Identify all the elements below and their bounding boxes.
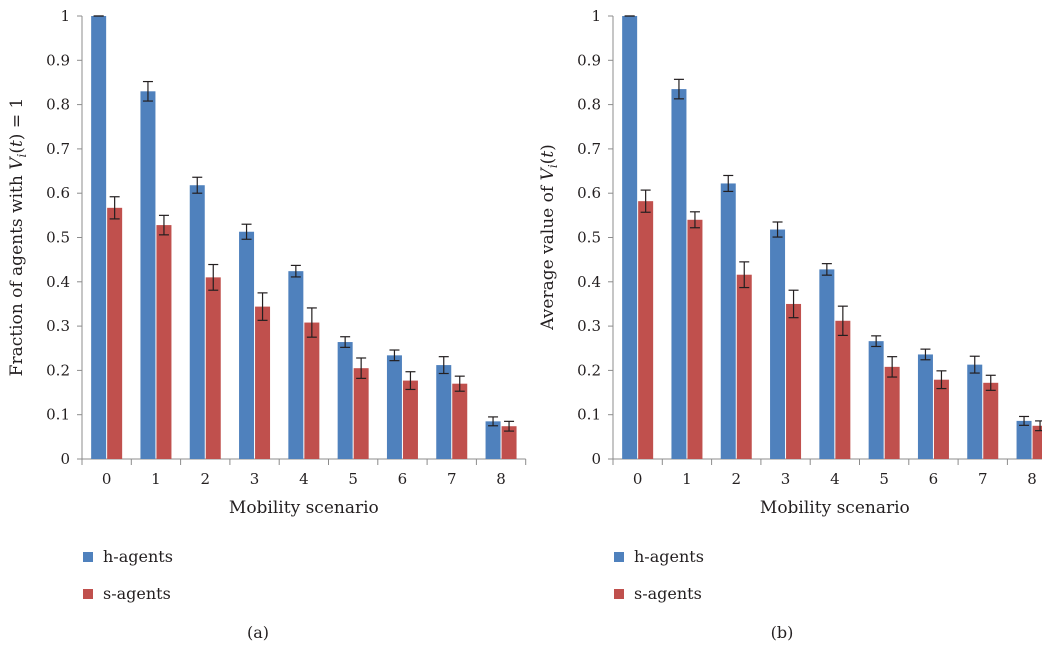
x-axis-label: Mobility scenario xyxy=(760,498,910,518)
bar-h-agents-4 xyxy=(819,269,835,459)
x-tick-label: 8 xyxy=(496,470,506,488)
bar-h-agents-5 xyxy=(337,342,353,459)
bar-h-agents-6 xyxy=(917,354,933,459)
bar-s-agents-0 xyxy=(638,201,654,459)
x-tick-label: 6 xyxy=(398,470,408,488)
bar-s-agents-2 xyxy=(205,277,221,459)
y-tick-label: 0.5 xyxy=(46,229,70,247)
x-tick-label: 1 xyxy=(151,470,161,488)
x-tick-label: 5 xyxy=(879,470,889,488)
bar-s-agents-2 xyxy=(736,274,752,459)
y-tick-label: 0.4 xyxy=(46,273,70,291)
x-tick-label: 3 xyxy=(781,470,791,488)
y-axis-label: Average value of Vi(t) xyxy=(538,144,560,331)
bar-h-agents-2 xyxy=(189,185,205,459)
bar-s-agents-1 xyxy=(156,225,172,459)
bar-h-agents-6 xyxy=(386,355,402,459)
legend-swatch-h-agents xyxy=(83,552,93,562)
y-tick-label: 0.8 xyxy=(46,96,70,114)
bar-h-agents-0 xyxy=(91,16,107,459)
x-tick-label: 0 xyxy=(633,470,643,488)
y-tick-label: 0.7 xyxy=(577,140,601,158)
bar-s-agents-4 xyxy=(835,320,851,459)
bar-h-agents-4 xyxy=(288,271,304,459)
y-tick-label: 0 xyxy=(591,450,601,468)
x-tick-label: 8 xyxy=(1027,470,1037,488)
y-tick-label: 0.4 xyxy=(577,273,601,291)
y-tick-label: 0.1 xyxy=(46,406,70,424)
x-axis-label: Mobility scenario xyxy=(229,498,379,518)
bar-h-agents-2 xyxy=(720,183,736,460)
legend-label-h-agents: h-agents xyxy=(103,547,173,566)
legend-label-h-agents: h-agents xyxy=(634,547,704,566)
y-tick-label: 0.8 xyxy=(577,96,601,114)
y-tick-label: 1 xyxy=(591,7,601,25)
x-tick-label: 7 xyxy=(978,470,988,488)
y-tick-label: 0.6 xyxy=(46,184,70,202)
bar-s-agents-6 xyxy=(933,379,949,459)
bar-s-agents-1 xyxy=(687,219,703,459)
bar-s-agents-0 xyxy=(107,207,123,459)
y-tick-label: 0 xyxy=(60,450,70,468)
bar-h-agents-3 xyxy=(239,231,255,459)
x-tick-label: 7 xyxy=(447,470,457,488)
bar-h-agents-1 xyxy=(671,89,687,459)
bar-h-agents-7 xyxy=(436,365,452,459)
bar-h-agents-1 xyxy=(140,91,156,459)
y-tick-label: 0.9 xyxy=(577,51,601,69)
y-axis-label: Fraction of agents with Vi(t) = 1 xyxy=(7,98,29,377)
bar-s-agents-3 xyxy=(786,303,802,459)
y-tick-label: 0.1 xyxy=(577,406,601,424)
x-tick-label: 4 xyxy=(830,470,840,488)
bar-h-agents-8 xyxy=(1016,420,1032,459)
x-tick-label: 6 xyxy=(929,470,939,488)
bar-h-agents-7 xyxy=(967,364,983,459)
y-tick-label: 1 xyxy=(60,7,70,25)
y-tick-label: 0.5 xyxy=(577,229,601,247)
bar-s-agents-5 xyxy=(353,368,369,459)
bar-s-agents-5 xyxy=(884,366,900,459)
x-tick-label: 3 xyxy=(250,470,260,488)
y-tick-label: 0.3 xyxy=(577,317,601,335)
chart-panel-a: 0 0.1 0.2 0.3 0.4 0.5 0.6 0.7 0.8 0.9 1 0 1 2 3 4 5 6 7 8 Mo… xyxy=(7,7,527,642)
bar-s-agents-4 xyxy=(304,322,320,459)
x-tick-label: 2 xyxy=(200,470,210,488)
y-tick-label: 0.3 xyxy=(46,317,70,335)
bar-h-agents-3 xyxy=(770,229,786,459)
bar-s-agents-8 xyxy=(1032,425,1042,459)
x-tick-label: 1 xyxy=(682,470,692,488)
bar-s-agents-3 xyxy=(255,306,271,459)
legend-swatch-h-agents xyxy=(614,552,624,562)
x-tick-label: 2 xyxy=(731,470,741,488)
x-tick-label: 5 xyxy=(348,470,358,488)
y-tick-label: 0.9 xyxy=(46,51,70,69)
legend-label-s-agents: s-agents xyxy=(103,584,171,603)
chart-panel-b: 0 0.1 0.2 0.3 0.4 0.5 0.6 0.7 0.8 0.9 1 0 1 2 3 4 5 6 7 8 Mo… xyxy=(538,7,1042,642)
x-tick-label: 0 xyxy=(102,470,112,488)
y-tick-label: 0.2 xyxy=(577,361,601,379)
legend-label-s-agents: s-agents xyxy=(634,584,702,603)
y-tick-label: 0.6 xyxy=(577,184,601,202)
y-tick-label: 0.7 xyxy=(46,140,70,158)
bar-s-agents-7 xyxy=(983,382,999,459)
panel-label: (b) xyxy=(771,623,794,642)
bar-h-agents-0 xyxy=(622,16,638,459)
panel-label: (a) xyxy=(247,623,269,642)
bar-s-agents-8 xyxy=(501,426,517,459)
bar-h-agents-8 xyxy=(485,421,501,459)
legend-swatch-s-agents xyxy=(614,589,624,599)
x-tick-label: 4 xyxy=(299,470,309,488)
y-tick-label: 0.2 xyxy=(46,361,70,379)
bar-s-agents-6 xyxy=(402,380,418,459)
bar-h-agents-5 xyxy=(868,341,884,459)
legend-swatch-s-agents xyxy=(83,589,93,599)
bar-s-agents-7 xyxy=(452,383,468,459)
